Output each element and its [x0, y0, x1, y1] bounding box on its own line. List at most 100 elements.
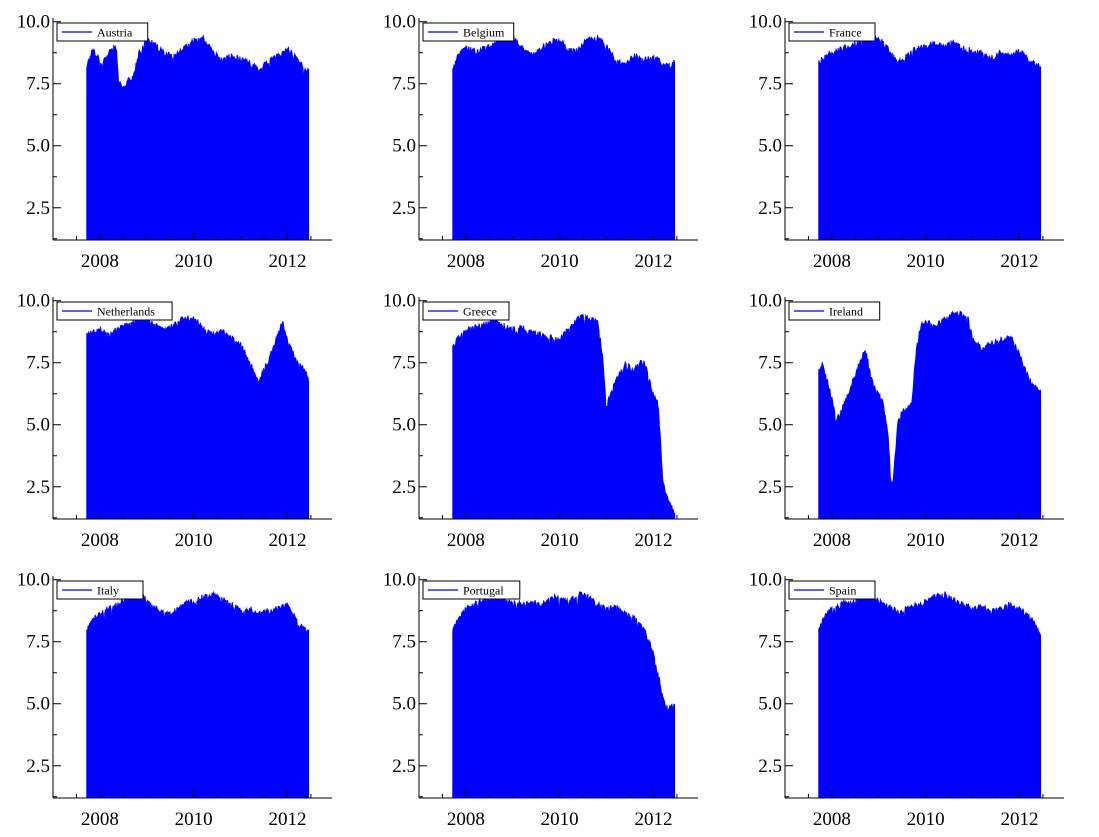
y-tick-label: 10.0 [383, 12, 416, 33]
y-tick-label: 2.5 [758, 477, 782, 498]
x-tick-label: 2012 [268, 530, 306, 551]
x-tick-label: 2010 [541, 530, 579, 551]
x-tick-label: 2010 [541, 809, 579, 830]
x-tick-label: 2010 [175, 809, 213, 830]
y-tick-label: 2.5 [758, 198, 782, 219]
y-tick-label: 5.0 [758, 415, 782, 436]
legend-label: Portugal [463, 584, 504, 598]
x-tick-label: 2010 [541, 251, 579, 272]
series-area-greece [452, 313, 676, 520]
y-tick-label: 2.5 [758, 756, 782, 777]
x-tick-label: 2012 [268, 251, 306, 272]
legend-label: Spain [829, 584, 856, 598]
y-tick-label: 2.5 [392, 477, 416, 498]
legend-box [422, 22, 515, 42]
chart-svg-italy: 2.5 5.0 7.5 10.0 2008 2010 2012 Italy [17, 570, 332, 830]
legend-box [788, 580, 876, 600]
legend-belgium: Belgium [422, 22, 515, 42]
series-area-austria [86, 34, 310, 241]
x-tick-label: 2008 [813, 530, 851, 551]
legend-spain: Spain [788, 580, 876, 600]
x-tick-label: 2010 [907, 251, 945, 272]
y-tick-label: 2.5 [26, 756, 50, 777]
legend-label: Italy [97, 584, 119, 598]
x-tick-label: 2008 [447, 809, 485, 830]
y-tick-label: 2.5 [26, 198, 50, 219]
y-tick-label: 7.5 [26, 632, 50, 653]
x-tick-label: 2012 [634, 251, 672, 272]
x-tick-label: 2012 [1000, 809, 1038, 830]
series-area-ireland [818, 310, 1042, 520]
y-tick-label: 5.0 [26, 136, 50, 157]
y-tick-label: 5.0 [758, 694, 782, 715]
y-tick-label: 10.0 [749, 291, 782, 312]
chart-svg-portugal: 2.5 5.0 7.5 10.0 2008 2010 2012 Portugal [383, 570, 698, 830]
chart-panel-netherlands: 2.5 5.0 7.5 10.0 2008 2010 2012 Netherlands [0, 279, 366, 558]
legend-france: France [788, 22, 876, 42]
x-tick-label: 2010 [175, 251, 213, 272]
x-tick-label: 2010 [907, 809, 945, 830]
x-tick-label: 2010 [907, 530, 945, 551]
y-tick-label: 10.0 [17, 570, 50, 591]
y-tick-label: 10.0 [749, 570, 782, 591]
chart-svg-spain: 2.5 5.0 7.5 10.0 2008 2010 2012 Spain [749, 570, 1064, 830]
y-tick-label: 5.0 [26, 694, 50, 715]
series-area-spain [818, 591, 1042, 799]
legend-box [422, 301, 510, 321]
x-tick-label: 2012 [1000, 530, 1038, 551]
legend-greece: Greece [422, 301, 510, 321]
chart-svg-ireland: 2.5 5.0 7.5 10.0 2008 2010 2012 Ireland [749, 291, 1064, 551]
y-tick-label: 2.5 [26, 477, 50, 498]
chart-panel-portugal: 2.5 5.0 7.5 10.0 2008 2010 2012 Portugal [366, 558, 732, 837]
y-tick-label: 7.5 [758, 632, 782, 653]
y-tick-label: 10.0 [17, 12, 50, 33]
y-tick-label: 10.0 [383, 570, 416, 591]
legend-box [56, 301, 173, 321]
y-tick-label: 10.0 [383, 291, 416, 312]
y-tick-label: 10.0 [17, 291, 50, 312]
x-tick-label: 2008 [81, 530, 119, 551]
x-tick-label: 2008 [447, 530, 485, 551]
legend-label: Austria [97, 26, 133, 40]
legend-label: Belgium [463, 26, 505, 40]
y-tick-label: 7.5 [26, 74, 50, 95]
x-tick-label: 2008 [447, 251, 485, 272]
legend-label: Greece [463, 305, 497, 319]
y-tick-label: 5.0 [392, 694, 416, 715]
series-area-netherlands [86, 315, 310, 520]
y-tick-label: 10.0 [749, 12, 782, 33]
x-tick-label: 2008 [813, 251, 851, 272]
legend-label: Ireland [829, 305, 863, 319]
chart-panel-greece: 2.5 5.0 7.5 10.0 2008 2010 2012 Greece [366, 279, 732, 558]
series-area-portugal [452, 591, 676, 799]
x-tick-label: 2008 [81, 809, 119, 830]
x-tick-label: 2008 [81, 251, 119, 272]
chart-panel-ireland: 2.5 5.0 7.5 10.0 2008 2010 2012 Ireland [732, 279, 1098, 558]
y-tick-label: 7.5 [392, 74, 416, 95]
y-tick-label: 5.0 [392, 415, 416, 436]
y-tick-label: 7.5 [758, 353, 782, 374]
x-tick-label: 2010 [175, 530, 213, 551]
chart-panel-austria: 2.5 5.0 7.5 10.0 2008 2010 2012 Austria [0, 0, 366, 279]
chart-svg-austria: 2.5 5.0 7.5 10.0 2008 2010 2012 Austria [17, 12, 332, 272]
x-tick-label: 2012 [634, 530, 672, 551]
x-tick-label: 2012 [634, 809, 672, 830]
legend-box [56, 580, 144, 600]
chart-svg-greece: 2.5 5.0 7.5 10.0 2008 2010 2012 Greece [383, 291, 698, 551]
legend-ireland: Ireland [788, 301, 881, 321]
chart-panel-belgium: 2.5 5.0 7.5 10.0 2008 2010 2012 Belgium [366, 0, 732, 279]
legend-label: Netherlands [97, 305, 155, 319]
series-area-france [818, 30, 1042, 241]
chart-panel-italy: 2.5 5.0 7.5 10.0 2008 2010 2012 Italy [0, 558, 366, 837]
x-tick-label: 2012 [1000, 251, 1038, 272]
y-tick-label: 5.0 [26, 415, 50, 436]
legend-portugal: Portugal [422, 580, 521, 600]
legend-netherlands: Netherlands [56, 301, 173, 321]
y-tick-label: 2.5 [392, 756, 416, 777]
y-tick-label: 7.5 [26, 353, 50, 374]
legend-box [56, 22, 149, 42]
y-tick-label: 7.5 [392, 353, 416, 374]
chart-panel-france: 2.5 5.0 7.5 10.0 2008 2010 2012 France [732, 0, 1098, 279]
y-tick-label: 5.0 [758, 136, 782, 157]
series-area-belgium [452, 33, 676, 241]
